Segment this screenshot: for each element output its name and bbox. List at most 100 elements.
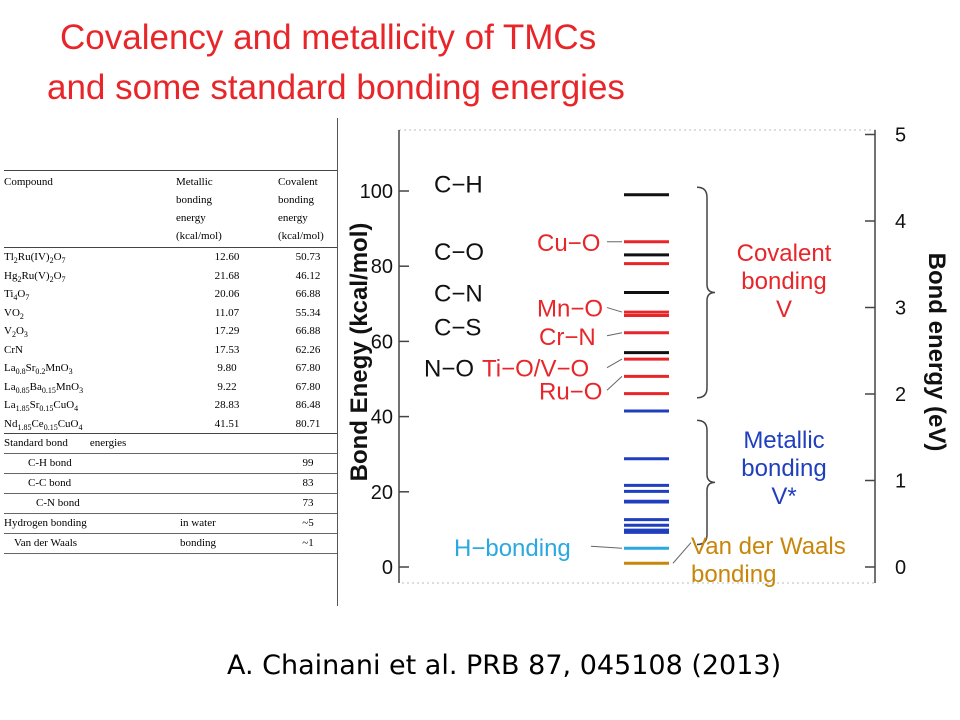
formula-part: MnO — [45, 362, 69, 374]
bond-label: N−O — [424, 356, 474, 383]
bond-label: C−S — [434, 314, 481, 341]
standard-bond-name: C-N bond — [4, 493, 176, 514]
formula-part: Nd — [4, 417, 18, 430]
leader-line — [606, 376, 623, 391]
formula-part: 0.15 — [43, 422, 58, 432]
covalent-energy: 66.88 — [295, 325, 321, 337]
standard-bond-name: C-C bond — [4, 473, 176, 494]
formula-part: 4 — [78, 422, 83, 432]
formula-part: 0.2 — [35, 367, 46, 377]
citation: A. Chainani et al. PRB 87, 045108 (2013) — [227, 650, 782, 681]
compound-formula: Ti4O7 — [4, 285, 176, 304]
left-tick-label: 60 — [371, 331, 393, 353]
compound-formula: Tl2Ru(IV)2O7 — [4, 247, 176, 267]
metallic-group-label: Metallic — [743, 427, 824, 454]
covalent-group-label: bonding — [741, 268, 826, 295]
standard-header: Standard bond energies — [4, 433, 338, 454]
formula-part: 2 — [19, 311, 24, 321]
metallic-energy: 9.22 — [217, 380, 237, 393]
table-row: La0.8Sr0.2MnO3 9.80 67.80 — [4, 359, 338, 378]
bonding-energy-table: Compound Metallic bonding energy (kcal/m… — [4, 170, 338, 554]
formula-part: 2 — [49, 256, 54, 266]
covalent-energy: 62.26 — [295, 343, 321, 356]
table-row: La0.85Ba0.15MnO3 9.22 67.80 — [4, 378, 338, 397]
formula-part: 2 — [13, 256, 18, 266]
compound-rows: Tl2Ru(IV)2O7 12.60 50.73 Hg2Ru(V)2O7 21.68 4 6… — [4, 247, 338, 434]
table-row: VO2 11.07 55.34 — [4, 304, 338, 323]
y-axis-label-left: Bond Enegy (kcal/mol) — [346, 223, 373, 482]
formula-part: 2 — [17, 274, 22, 284]
compound-formula: VO2 — [4, 304, 176, 323]
right-tick-label: 2 — [895, 384, 906, 406]
standard-bond-medium — [176, 453, 278, 474]
standard-row: C-C bond 83 — [4, 473, 338, 494]
formula-part: 2 — [11, 330, 16, 340]
standard-bond-value: ~5 — [278, 513, 338, 534]
right-tick-label: 4 — [895, 211, 906, 233]
hbond-group-label: H−bonding — [454, 535, 571, 562]
left-tick-label: 40 — [371, 407, 393, 429]
formula-part: VO — [4, 306, 20, 319]
standard-bond-name: Van der Waals — [4, 533, 176, 554]
formula-part: 7 — [61, 256, 66, 266]
formula-part: CuO — [57, 417, 79, 430]
right-tick-label: 1 — [895, 471, 906, 493]
header-covalent-line: Covalent — [278, 176, 318, 188]
formula-part: V — [4, 325, 12, 337]
formula-part: CuO — [53, 399, 75, 411]
header-metallic: Metallic bonding energy (kcal/mol) — [176, 170, 278, 248]
left-tick-label: 80 — [371, 256, 393, 278]
covalent-group-label: V — [776, 296, 792, 323]
bond-label: C−O — [434, 239, 484, 266]
vdw-group-label: bonding — [691, 561, 776, 588]
table-row: La1.85Sr0.15CuO4 28.83 86.48 — [4, 396, 338, 415]
right-tick-label: 3 — [895, 298, 906, 320]
compound-formula: CrN — [4, 341, 176, 360]
formula-part: 7 — [61, 274, 66, 284]
compound-formula: Hg2Ru(V)2O7 — [4, 267, 176, 286]
header-metallic-line: energy — [176, 212, 206, 224]
metallic-energy: 21.68 — [214, 269, 240, 282]
table-row: Tl2Ru(IV)2O7 12.60 50.73 — [4, 247, 338, 267]
formula-part: Ru(V) — [21, 269, 50, 282]
formula-part: MnO — [55, 380, 80, 393]
formula-part: O — [53, 269, 62, 282]
standard-header-right: energies — [89, 437, 127, 449]
compound-formula: V2O3 — [4, 322, 176, 341]
metallic-energy: 41.51 — [214, 417, 240, 430]
formula-part: 2 — [49, 274, 54, 284]
covalent-energy: 67.80 — [295, 362, 321, 374]
table-row: Nd1.85Ce0.15CuO4 41.51 80.71 — [4, 415, 338, 434]
formula-part: Sr — [29, 399, 40, 411]
header-covalent-line: (kcal/mol) — [278, 230, 324, 242]
standard-row: C-H bond 99 — [4, 453, 338, 474]
left-tick-label: 0 — [382, 557, 393, 579]
table-row: CrN 17.53 62.26 — [4, 341, 338, 360]
compound-formula: Nd1.85Ce0.15CuO4 — [4, 415, 176, 434]
header-metallic-line: bonding — [176, 194, 213, 206]
left-tick-label: 100 — [360, 181, 393, 203]
header-metallic-line: Metallic — [176, 176, 213, 188]
leader-line — [606, 358, 623, 369]
covalent-energy: 55.34 — [295, 306, 321, 319]
metallic-energy: 9.80 — [217, 362, 237, 374]
standard-bond-medium: in water — [176, 513, 278, 534]
formula-part: CrN — [4, 343, 23, 356]
standard-row: Van der Waals bonding ~1 — [4, 533, 338, 554]
formula-part: Ba — [29, 380, 42, 393]
oxide-label: Ru−O — [539, 378, 602, 405]
table-row: V2O3 17.29 66.88 — [4, 322, 338, 341]
formula-part: 7 — [25, 293, 30, 303]
standard-bond-medium: bonding — [176, 533, 278, 554]
left-tick-label: 20 — [371, 482, 393, 504]
covalent-energy: 50.73 — [278, 247, 338, 267]
formula-part: Tl — [4, 251, 14, 263]
formula-part: O — [53, 251, 62, 263]
covalent-brace — [696, 186, 716, 399]
formula-part: 4 — [74, 404, 79, 414]
standard-rows: Standard bond energies C-H bond 99 C-C bond 8… — [4, 433, 338, 554]
formula-part: 0.15 — [39, 404, 54, 414]
right-tick-label: 5 — [895, 125, 906, 147]
standard-header-left: Standard bond — [4, 437, 68, 449]
formula-part: 0.15 — [41, 385, 56, 395]
